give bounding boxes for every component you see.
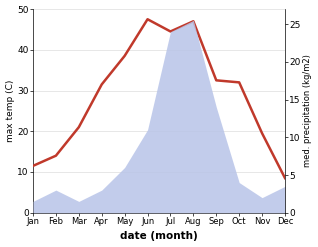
Y-axis label: med. precipitation (kg/m2): med. precipitation (kg/m2) (303, 54, 313, 167)
Y-axis label: max temp (C): max temp (C) (5, 80, 15, 142)
X-axis label: date (month): date (month) (120, 231, 198, 242)
